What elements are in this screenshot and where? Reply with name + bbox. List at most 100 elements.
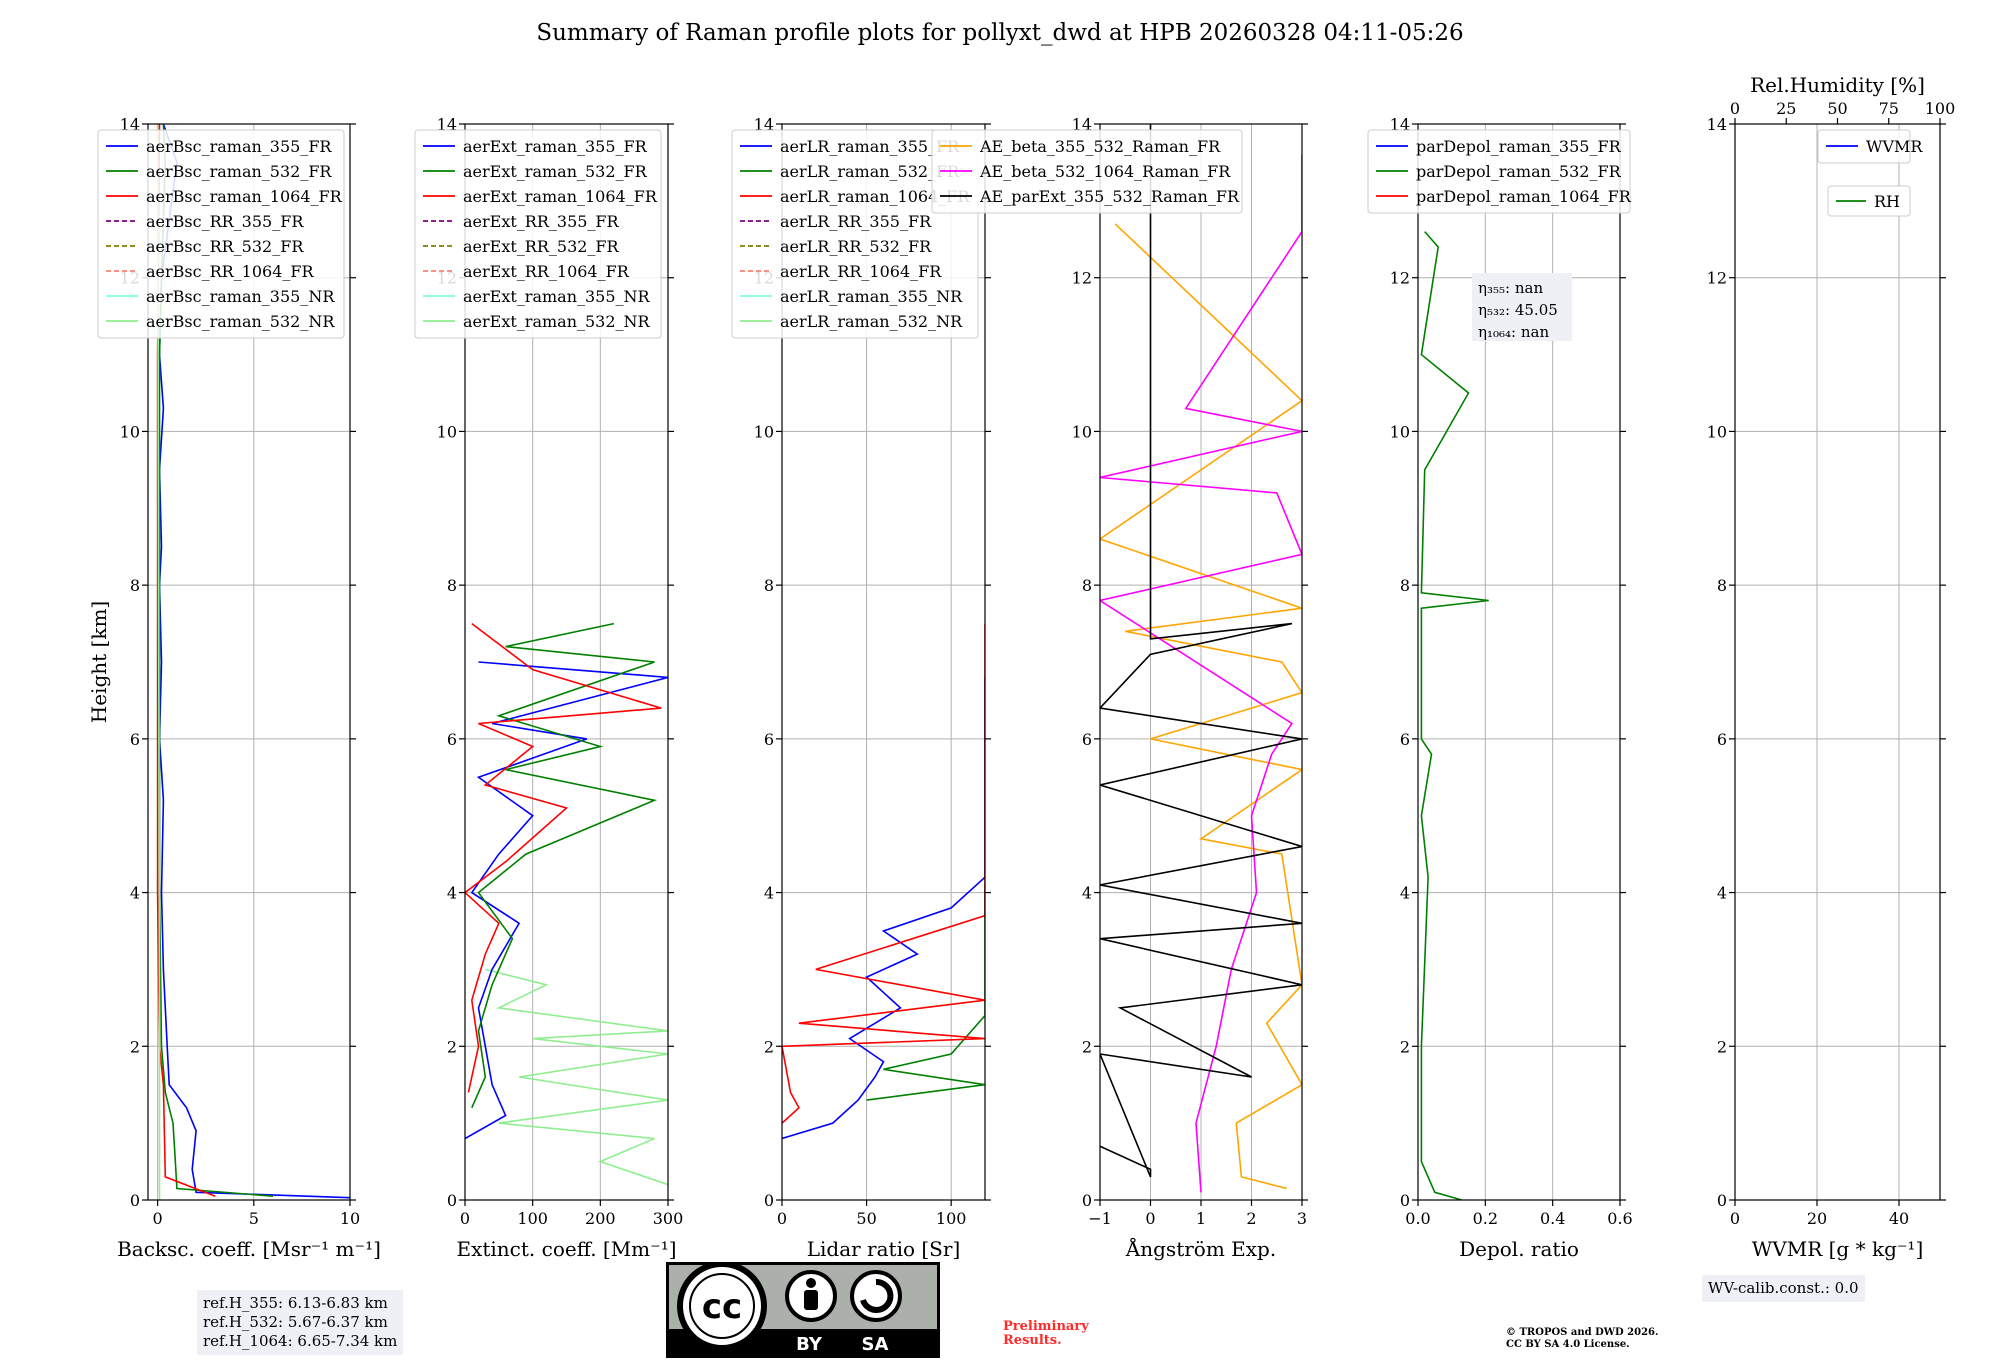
x-tick-label: 0	[1145, 1209, 1155, 1228]
x-axis-label: Lidar ratio [Sr]	[807, 1237, 961, 1261]
y-tick-label: 2	[1717, 1037, 1727, 1056]
y-tick-label: 0	[447, 1191, 457, 1210]
series-line-aerBsc_raman_532_NR	[156, 124, 161, 1200]
wv-calibration-box: WV-calib.const.: 0.0	[1702, 1275, 1865, 1302]
x-tick-label: 0	[1730, 1209, 1740, 1228]
y-tick-label: 12	[1072, 269, 1092, 288]
series-line-aerExt_raman_355_FR	[465, 661, 668, 1140]
x-tick-label: 20	[1807, 1209, 1827, 1228]
legend-label: aerLR_RR_532_FR	[780, 237, 932, 256]
x2-tick-label: 100	[1925, 99, 1956, 118]
series-line-AE_beta_355_532_Raman_FR	[1100, 223, 1302, 1190]
legend-label: aerLR_raman_355_NR	[780, 287, 963, 306]
series-line-parDepol_raman_532_FR	[1420, 231, 1489, 1200]
x-tick-label: 0	[153, 1209, 163, 1228]
x2-tick-label: 75	[1879, 99, 1899, 118]
legend-label: aerBsc_raman_532_NR	[146, 312, 335, 331]
legend-label: aerExt_raman_532_FR	[463, 162, 648, 181]
legend-label: aerLR_raman_355_FR	[780, 137, 960, 156]
x-tick-label: 1	[1196, 1209, 1206, 1228]
x2-tick-label: 50	[1827, 99, 1847, 118]
legend-box	[731, 129, 979, 339]
panel-1: 024681012140510Backsc. coeff. [Msr⁻¹ m⁻¹…	[87, 115, 381, 1261]
y-tick-label: 8	[447, 576, 457, 595]
panel-2: 024681012140100200300Extinct. coeff. [Mm…	[414, 115, 683, 1261]
y-tick-label: 8	[764, 576, 774, 595]
legend-label: aerBsc_raman_532_FR	[146, 162, 332, 181]
cc-sa-label: SA	[862, 1334, 889, 1355]
y-tick-label: 6	[1717, 730, 1727, 749]
ref-height-355: ref.H_355: 6.13-6.83 km	[203, 1294, 388, 1312]
y-tick-label: 4	[1082, 884, 1092, 903]
y-tick-label: 4	[130, 884, 140, 903]
legend-label: aerBsc_RR_532_FR	[146, 237, 304, 256]
copyright-line-2: CC BY SA 4.0 License.	[1506, 1339, 1630, 1350]
legend-label: parDepol_raman_355_FR	[1416, 137, 1622, 156]
y-tick-label: 2	[130, 1037, 140, 1056]
y-tick-label: 0	[1082, 1191, 1092, 1210]
legend-label: aerBsc_RR_355_FR	[146, 212, 304, 231]
y-axis-label: Height [km]	[87, 601, 111, 723]
x-axis-label: Backsc. coeff. [Msr⁻¹ m⁻¹]	[117, 1237, 381, 1261]
cc-by-label: BY	[796, 1334, 823, 1355]
y-tick-label: 14	[120, 115, 140, 134]
legend-box	[1367, 129, 1631, 214]
y-tick-label: 6	[1082, 730, 1092, 749]
axes-frame	[464, 123, 669, 1201]
y-tick-label: 8	[1082, 576, 1092, 595]
x-tick-label: 0.6	[1607, 1209, 1632, 1228]
series-line-aerLR_raman_532_FR	[866, 884, 985, 1101]
y-tick-label: 6	[1400, 730, 1410, 749]
series-line-AE_parExt_355_532_Raman_FR	[1100, 124, 1302, 1178]
y-tick-label: 10	[1707, 422, 1727, 441]
legend-label: aerLR_RR_1064_FR	[780, 262, 942, 281]
x-tick-label: 10	[340, 1209, 360, 1228]
y-tick-label: 4	[764, 884, 774, 903]
cc-by-sa-badge: cc BY SA	[666, 1261, 940, 1358]
x-axis-label: WVMR [g * kg⁻¹]	[1752, 1237, 1924, 1261]
legend-label: aerExt_RR_1064_FR	[463, 262, 630, 281]
legend-label: aerExt_raman_1064_FR	[463, 187, 658, 206]
series-line-aerExt_raman_1064_FR	[465, 622, 662, 1093]
x-tick-label: 2	[1246, 1209, 1256, 1228]
legend2-box	[1827, 185, 1911, 217]
y-tick-label: 14	[1072, 115, 1092, 134]
legend-label: aerLR_raman_532_NR	[780, 312, 963, 331]
y-tick-label: 2	[1400, 1037, 1410, 1056]
y-tick-label: 0	[1400, 1191, 1410, 1210]
legend-label: aerExt_RR_355_FR	[463, 212, 620, 231]
legend: aerExt_raman_355_FR aerExt_raman_532_FRae…	[414, 129, 662, 339]
legend-label: aerBsc_RR_1064_FR	[146, 262, 315, 281]
y-tick-label: 10	[754, 422, 774, 441]
y-tick-label: 4	[1400, 884, 1410, 903]
x-tick-label: 5	[249, 1209, 259, 1228]
preliminary-results-note: Preliminary Results.	[1003, 1320, 1089, 1348]
series-line-AE_beta_532_1064_Raman_FR	[1100, 154, 1302, 1193]
legend-label: aerBsc_raman_1064_FR	[146, 187, 343, 206]
axes-frame	[1734, 123, 1941, 1201]
y-tick-label: 2	[447, 1037, 457, 1056]
series-line-aerLR_raman_1064_FR	[782, 623, 985, 1124]
legend-label: aerLR_raman_1064_FR	[780, 187, 970, 206]
panel-5: 0 2 4 6 8 10 12 14 0.0 0.2 0.4 0.6 Depol. ratio parDe…	[1367, 115, 1633, 1261]
x-tick-label: 0	[460, 1209, 470, 1228]
legend-label: aerLR_raman_532_FR	[780, 162, 960, 181]
x-axis-label: Depol. ratio	[1459, 1237, 1579, 1261]
legend: WVMR	[1817, 129, 1923, 164]
depol-annotation-line: η₁₀₆₄: nan	[1478, 323, 1549, 341]
y-tick-label: 2	[1082, 1037, 1092, 1056]
x2-axis-label: Rel.Humidity [%]	[1750, 73, 1925, 97]
legend-label: aerBsc_raman_355_FR	[146, 137, 332, 156]
x-tick-label: 100	[936, 1209, 967, 1228]
legend-label: parDepol_raman_532_FR	[1416, 162, 1622, 181]
x-tick-label: 0	[777, 1209, 787, 1228]
legend-label: aerExt_raman_355_NR	[463, 287, 651, 306]
axes-frame	[147, 123, 351, 1201]
figure-title: Summary of Raman profile plots for polly…	[536, 20, 1464, 46]
series-line-aerLR_raman_355_FR	[782, 677, 985, 1140]
legend-box	[931, 129, 1243, 214]
x2-tick-label: 0	[1730, 99, 1740, 118]
y-tick-label: 12	[1390, 269, 1410, 288]
legend-box	[414, 129, 662, 339]
